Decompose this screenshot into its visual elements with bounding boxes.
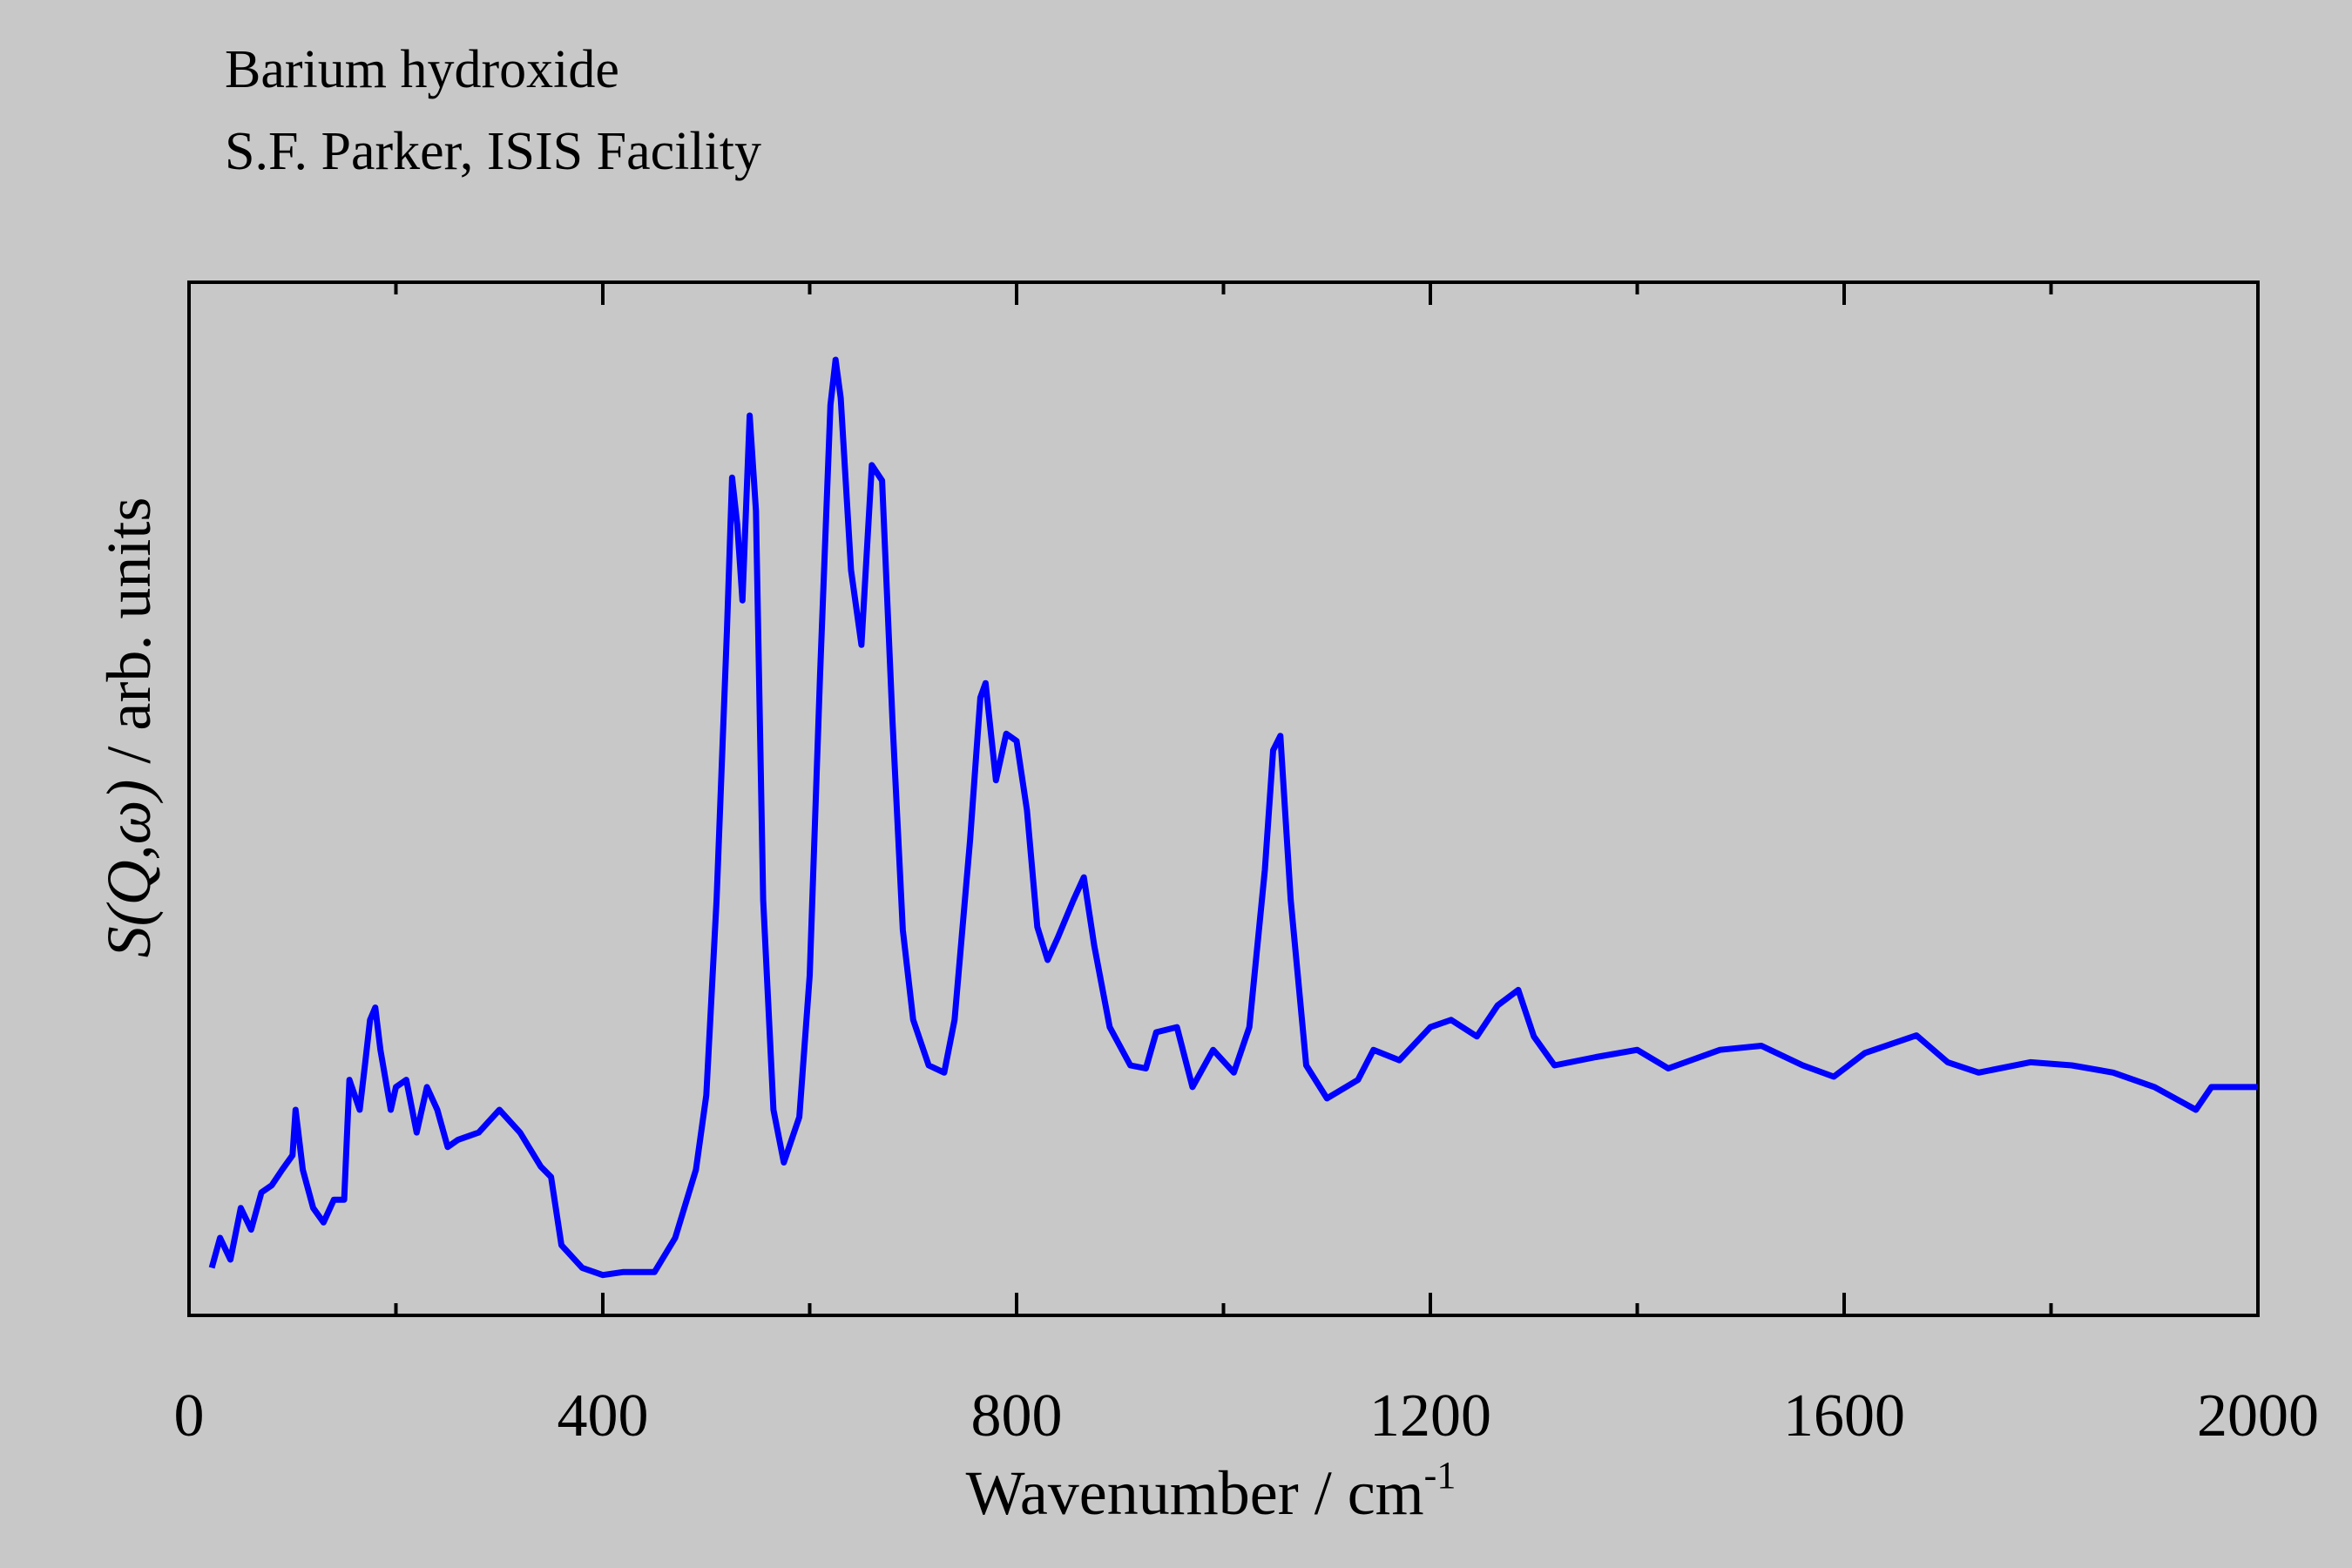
x-tick-label: 0 [174, 1382, 205, 1450]
x-tick-label: 800 [971, 1382, 1063, 1450]
x-tick-label: 400 [558, 1382, 649, 1450]
y-axis-label-text: / arb. units [94, 497, 164, 780]
x-axis-label: Wavenumber / cm-1 [966, 1454, 1456, 1528]
x-tick-label: 2000 [2197, 1382, 2319, 1450]
chart-title: Barium hydroxide [225, 40, 619, 99]
x-axis-label-superscript: -1 [1424, 1454, 1456, 1497]
x-tick-label: 1200 [1369, 1382, 1491, 1450]
x-tick-label: 1600 [1783, 1382, 1905, 1450]
x-axis-label-text: Wavenumber / cm [966, 1458, 1424, 1528]
chart-subtitle: S.F. Parker, ISIS Facility [225, 122, 761, 181]
spectrum-line [208, 356, 2258, 1279]
y-axis-label: S(Q,ω) / arb. units [94, 497, 164, 958]
y-axis-label-italic: S(Q,ω) [94, 780, 164, 958]
